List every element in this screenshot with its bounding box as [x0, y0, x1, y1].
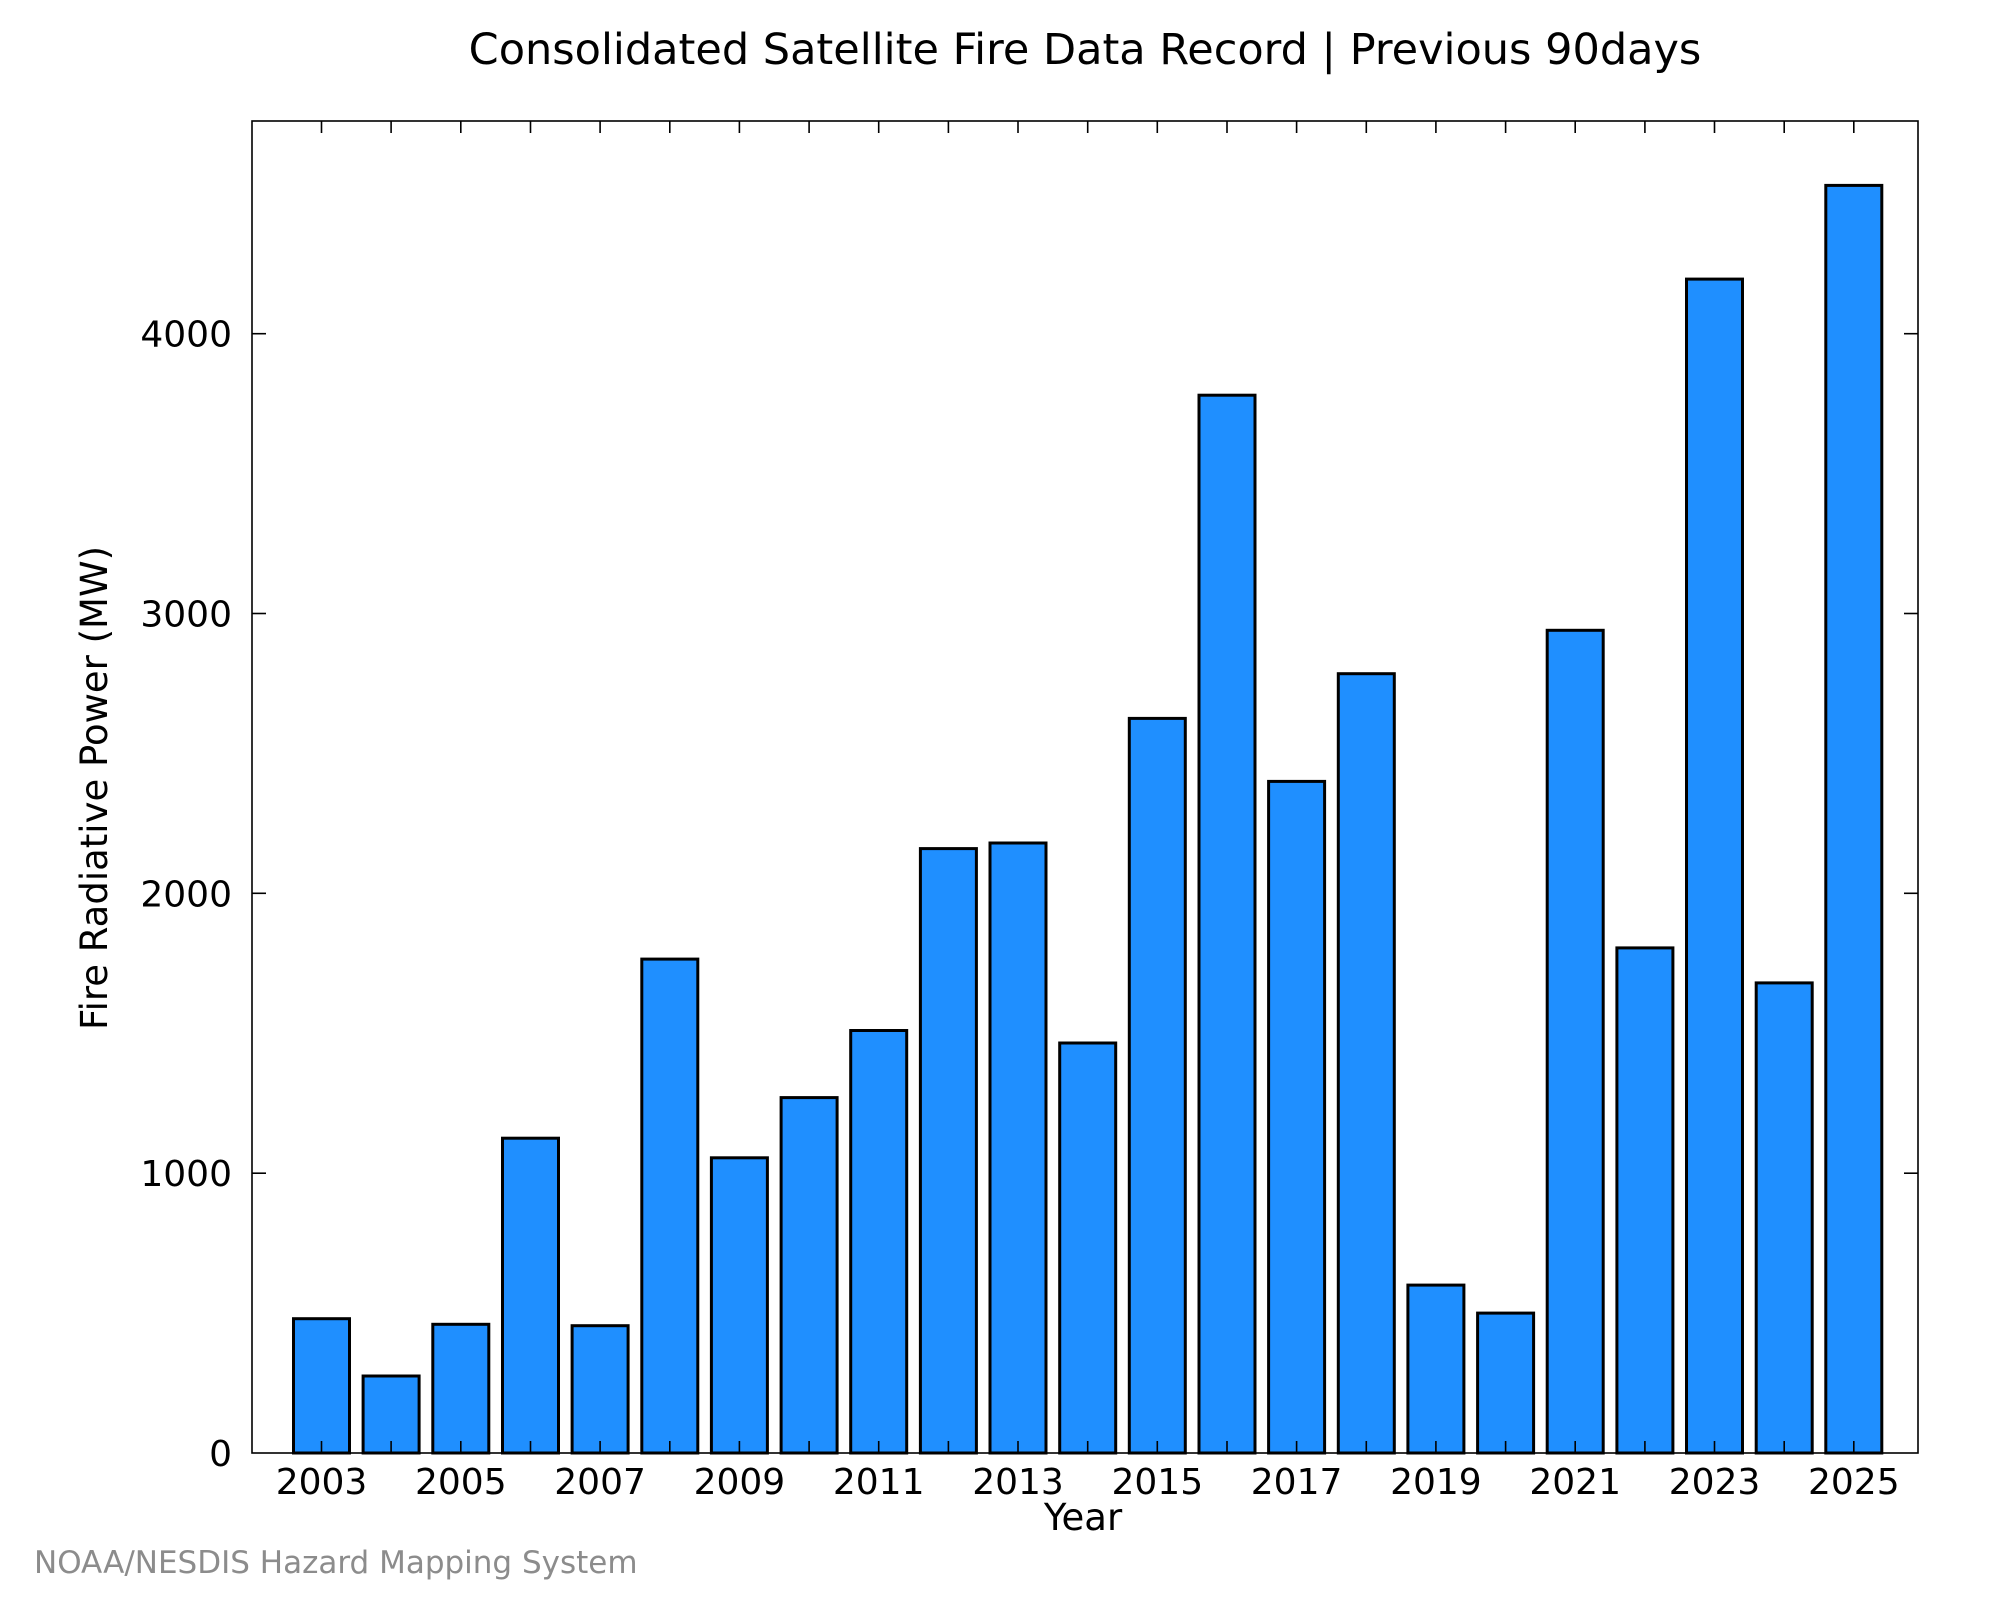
y-tick-label: 3000: [140, 595, 232, 636]
bar-2015: [1127, 716, 1187, 1455]
bar-2018: [1336, 672, 1396, 1455]
x-tick-label: 2013: [972, 1462, 1064, 1503]
bar-2013: [988, 841, 1048, 1455]
x-tick-label: 2015: [1111, 1462, 1203, 1503]
bar-2014: [1058, 1041, 1118, 1455]
x-tick-label: 2025: [1808, 1462, 1900, 1503]
x-axis-label: Year: [1043, 1496, 1123, 1539]
y-tick-label: 1000: [140, 1154, 232, 1195]
x-tick-label: 2009: [694, 1462, 786, 1503]
bar-2010: [779, 1096, 839, 1455]
bar-2019: [1406, 1283, 1466, 1455]
x-tick-label: 2019: [1390, 1462, 1482, 1503]
bar-2008: [640, 957, 700, 1455]
y-tick-label: 4000: [140, 315, 232, 356]
bar-2016: [1197, 393, 1257, 1455]
y-axis-label: Fire Radiative Power (MW): [73, 546, 116, 1030]
bar-2021: [1545, 628, 1605, 1455]
x-tick-label: 2017: [1251, 1462, 1343, 1503]
bars-group: [292, 183, 1884, 1455]
x-tick-label: 2005: [415, 1462, 507, 1503]
bar-2005: [431, 1322, 491, 1455]
bar-2020: [1476, 1311, 1536, 1455]
x-tick-label: 2021: [1529, 1462, 1621, 1503]
bar-2011: [849, 1029, 909, 1455]
x-tick-label: 2023: [1669, 1462, 1761, 1503]
y-tick-label: 0: [209, 1434, 232, 1475]
bar-2003: [292, 1317, 351, 1455]
bar-2009: [709, 1156, 769, 1455]
chart-title: Consolidated Satellite Fire Data Record …: [469, 25, 1702, 75]
bar-2022: [1615, 946, 1675, 1455]
bar-2023: [1685, 277, 1744, 1455]
credit-text: NOAA/NESDIS Hazard Mapping System: [34, 1545, 638, 1581]
y-tick-label: 2000: [140, 874, 232, 915]
x-tick-label: 2007: [554, 1462, 646, 1503]
x-tick-label: 2011: [833, 1462, 925, 1503]
x-tick-label: 2003: [276, 1462, 368, 1503]
bar-2024: [1754, 981, 1814, 1455]
bar-2025: [1824, 183, 1884, 1455]
plot-frame: [251, 120, 1919, 1454]
bar-2017: [1267, 779, 1327, 1455]
bar-2012: [918, 847, 978, 1455]
bar-2007: [570, 1324, 630, 1455]
bar-2006: [501, 1136, 560, 1455]
ticks-group: 0 1000 2000 3000 4000 2003 2005 2007 2009 2011 201…: [140, 121, 1918, 1503]
